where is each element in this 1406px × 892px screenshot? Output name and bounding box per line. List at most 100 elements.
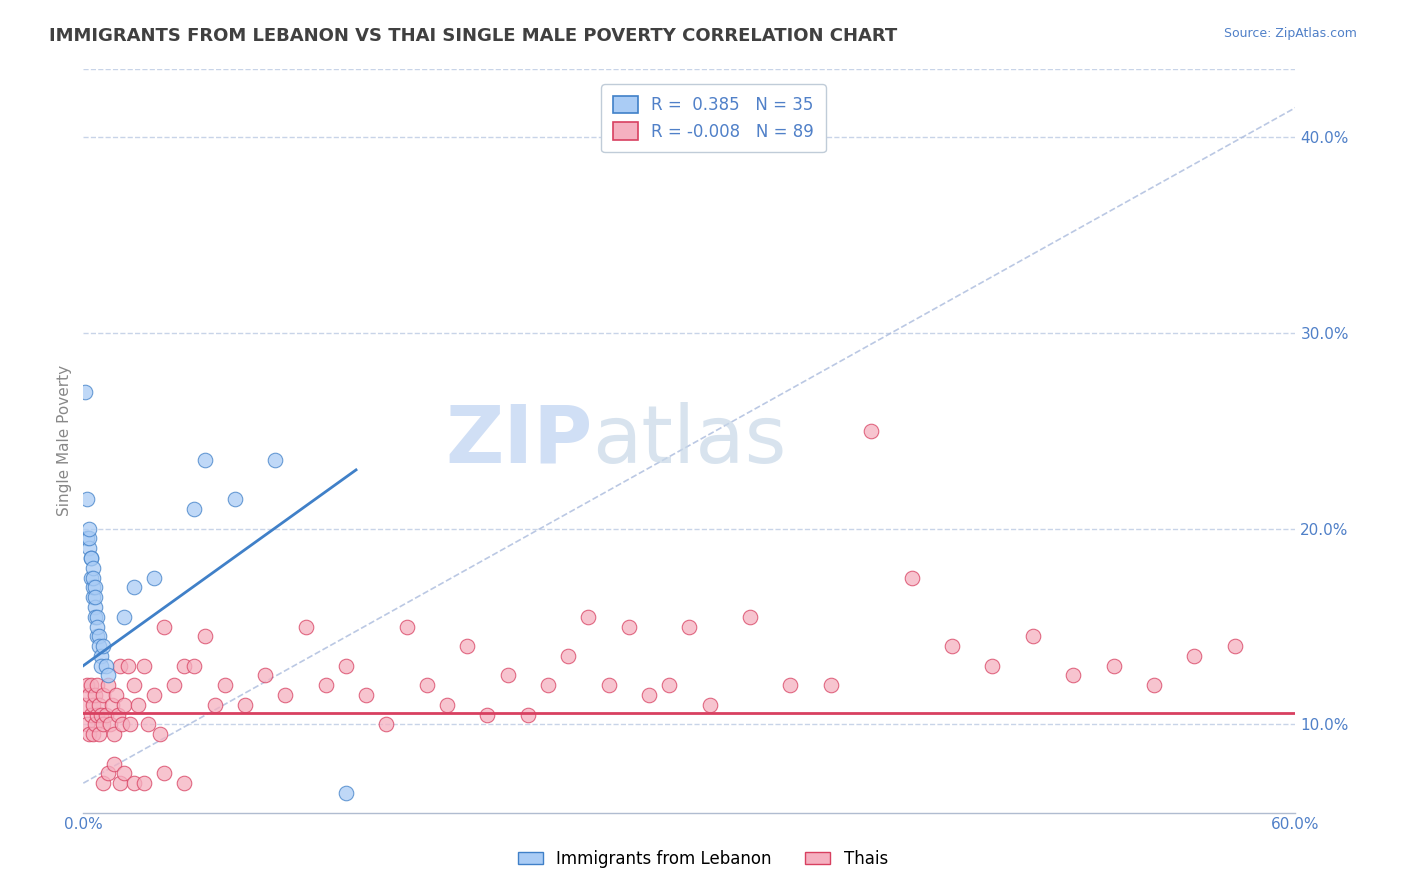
Point [93,639,115,653]
Point [233,698,256,712]
Point [82,561,104,575]
Point [153,766,176,780]
Point [354,688,377,702]
Point [112,609,135,624]
Point [89,727,111,741]
Point [107,707,129,722]
Point [1022,629,1045,643]
Point [117,658,139,673]
Point [617,619,640,633]
Point [335,658,357,673]
Point [79,727,101,741]
Point [214,678,236,692]
Point [79,522,101,536]
Point [1062,668,1084,682]
Point [163,678,186,692]
Point [941,639,963,653]
Point [79,532,101,546]
Text: atlas: atlas [592,401,787,480]
Point [183,502,205,516]
Point [122,678,145,692]
Point [90,648,112,663]
Point [84,688,107,702]
Point [274,688,297,702]
Point [224,492,246,507]
Point [436,698,458,712]
Point [90,707,112,722]
Point [860,424,883,438]
Point [335,786,357,800]
Point [94,658,117,673]
Point [75,698,97,712]
Point [84,590,107,604]
Point [598,678,620,692]
Point [315,678,337,692]
Point [84,599,107,614]
Point [1102,658,1125,673]
Text: Source: ZipAtlas.com: Source: ZipAtlas.com [1223,27,1357,40]
Point [89,639,111,653]
Point [84,609,107,624]
Point [86,609,108,624]
Text: IMMIGRANTS FROM LEBANON VS THAI SINGLE MALE POVERTY CORRELATION CHART: IMMIGRANTS FROM LEBANON VS THAI SINGLE M… [49,27,897,45]
Point [75,384,97,399]
Point [900,571,922,585]
Legend: R =  0.385   N = 35, R = -0.008   N = 89: R = 0.385 N = 35, R = -0.008 N = 89 [602,84,825,153]
Point [779,678,801,692]
Point [86,707,108,722]
Text: ZIP: ZIP [446,401,592,480]
Point [98,717,121,731]
Point [143,571,166,585]
Point [820,678,842,692]
Point [103,727,125,741]
Point [375,717,398,731]
Point [76,678,98,692]
Point [173,658,195,673]
Point [89,698,111,712]
Point [82,580,104,594]
Point [80,678,103,692]
Point [111,717,134,731]
Point [1223,639,1246,653]
Point [84,580,107,594]
Point [80,571,103,585]
Point [638,688,661,702]
Point [127,698,149,712]
Point [264,453,287,467]
Point [108,776,131,790]
Point [104,688,127,702]
Point [537,678,560,692]
Point [183,658,205,673]
Point [96,668,118,682]
Point [100,698,122,712]
Point [173,776,195,790]
Point [80,551,103,566]
Legend: Immigrants from Lebanon, Thais: Immigrants from Lebanon, Thais [512,844,894,875]
Point [86,619,108,633]
Point [193,453,215,467]
Point [94,707,117,722]
Point [149,727,172,741]
Point [204,698,226,712]
Point [132,658,155,673]
Point [82,590,104,604]
Point [93,717,115,731]
Point [153,619,176,633]
Y-axis label: Single Male Poverty: Single Male Poverty [58,365,72,516]
Point [1143,678,1166,692]
Point [103,756,125,771]
Point [90,658,112,673]
Point [658,678,681,692]
Point [80,707,103,722]
Point [93,776,115,790]
Point [395,619,418,633]
Point [136,717,159,731]
Point [108,658,131,673]
Point [254,668,277,682]
Point [496,668,519,682]
Point [112,698,135,712]
Point [96,678,118,692]
Point [93,688,115,702]
Point [82,698,104,712]
Point [76,532,98,546]
